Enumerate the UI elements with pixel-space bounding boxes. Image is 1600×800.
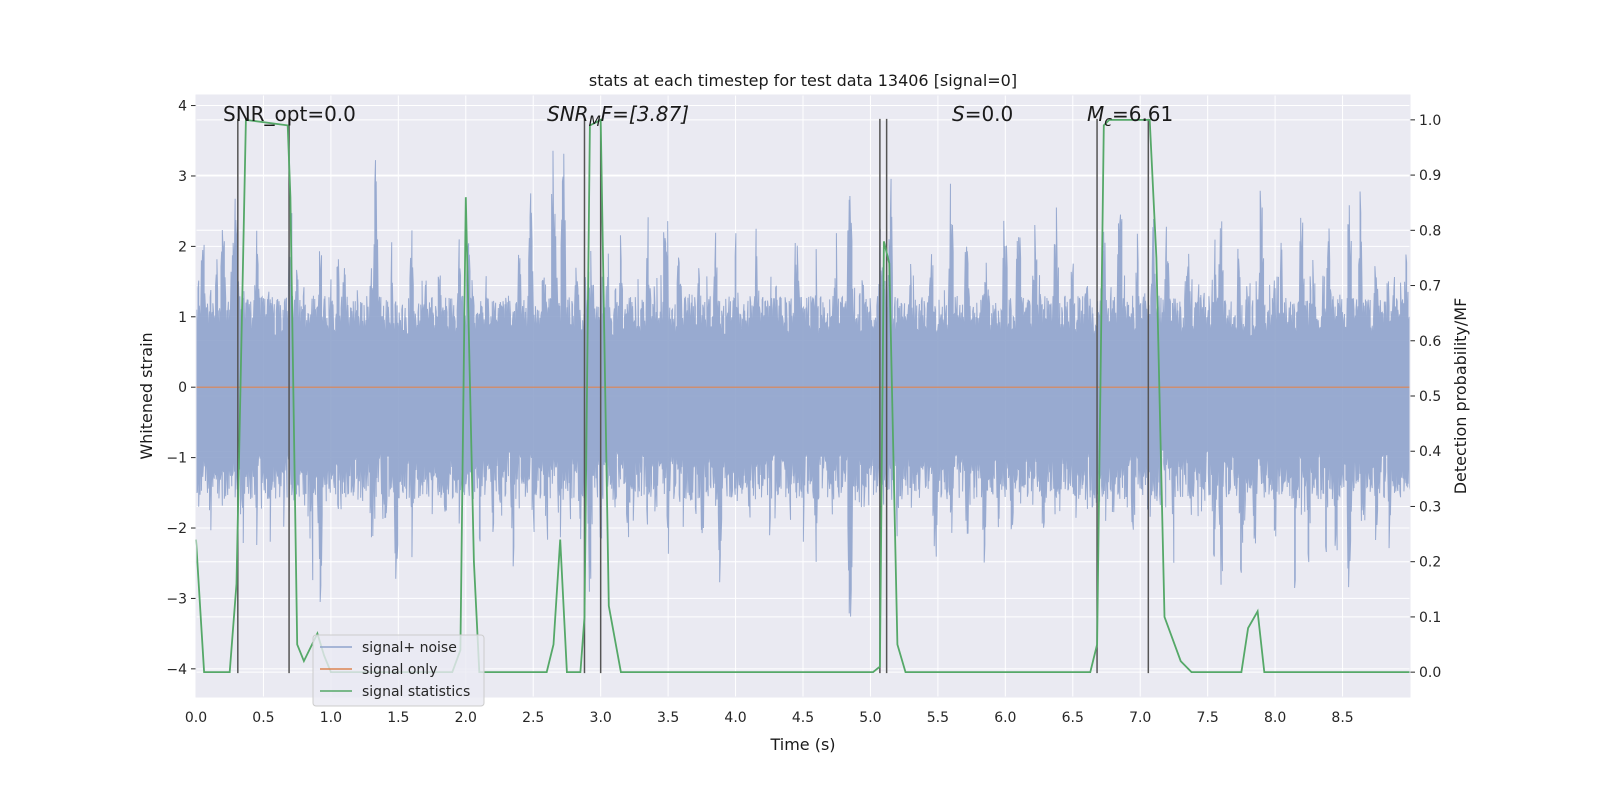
y2-axis-label: Detection probability/MF: [1451, 298, 1470, 495]
x-tick-label: 7.5: [1197, 710, 1219, 726]
y-tick-label: 3: [178, 169, 187, 185]
x-tick-label: 4.0: [724, 710, 746, 726]
annotation-mc-rest: =6.61: [1112, 102, 1173, 126]
y-tick-label: −2: [166, 521, 187, 537]
chart-title: stats at each timestep for test data 134…: [589, 71, 1017, 90]
x-tick-label: 0.0: [185, 710, 207, 726]
y-tick-label: −4: [166, 662, 187, 678]
axes: 0.0 0.5 1.0 1.5 2.0 2.5 3.0 3.5 4.0 4.5 5.0 5.5 6.0 6…: [166, 94, 1441, 726]
y2-tick-label: 0.9: [1419, 168, 1441, 184]
x-tick-label: 3.5: [657, 710, 679, 726]
y2-tick-label: 0.4: [1419, 444, 1441, 460]
annotation-mc-main: M: [1087, 102, 1104, 126]
series-signal-noise: [195, 150, 1411, 617]
x-tick-label: 8.0: [1264, 710, 1286, 726]
x-tick-label: 8.5: [1331, 710, 1353, 726]
y2-tick-label: 0.1: [1419, 610, 1441, 626]
y-tick-label: 1: [178, 310, 187, 326]
x-tick-label: 2.5: [522, 710, 544, 726]
annotation-s-rest: =0.0: [965, 102, 1014, 126]
x-tick-label: 2.0: [455, 710, 477, 726]
annotation-snr-mf-main: SNR: [547, 102, 589, 126]
annotation-snr-mf-sub: M: [589, 114, 601, 130]
annotation-snr-mf-rest: F=[3.87]: [601, 102, 689, 126]
annotation-snr-opt: SNR_opt=0.0: [223, 102, 356, 126]
y2-tick-label: 0.8: [1419, 223, 1441, 239]
annotation-snr-mf: SNRMF=[3.87]: [547, 102, 689, 130]
y-tick-label: −1: [166, 451, 187, 467]
y2-tick-label: 0.3: [1419, 499, 1441, 515]
y2-tick-label: 0.7: [1419, 279, 1441, 295]
legend-label-signal-noise: signal+ noise: [362, 640, 457, 656]
y2-tick-label: 0.0: [1419, 665, 1441, 681]
x-axis-label: Time (s): [769, 735, 835, 754]
x-tick-label: 6.5: [1062, 710, 1084, 726]
annotation-s: S=0.0: [952, 102, 1013, 126]
y2-tick-label: 0.5: [1419, 389, 1441, 405]
legend-label-signal-statistics: signal statistics: [362, 684, 470, 700]
y2-tick-label: 0.6: [1419, 334, 1441, 350]
annotation-mc-sub: c: [1104, 114, 1112, 130]
x-tick-label: 1.0: [320, 710, 342, 726]
series-signal-statistics: [195, 118, 1410, 673]
y-tick-label: 0: [178, 380, 187, 396]
y-tick-label: −3: [166, 591, 187, 607]
y2-tick-label: 1.0: [1419, 113, 1441, 129]
x-tick-label: 0.5: [252, 710, 274, 726]
y-tick-label: 2: [178, 239, 187, 255]
plot-frame: [195, 94, 1411, 698]
x-tick-label: 6.0: [994, 710, 1016, 726]
y-tick-label: 4: [178, 99, 187, 115]
annotation-mc: Mc=6.61: [1087, 102, 1173, 130]
x-tick-label: 1.5: [387, 710, 409, 726]
legend-box: [312, 634, 485, 707]
y-axis-label: Whitened strain: [137, 332, 156, 459]
y2-tick-label: 0.2: [1419, 555, 1441, 571]
x-tick-label: 5.0: [859, 710, 881, 726]
annotation-s-main: S: [952, 102, 965, 126]
x-tick-label: 4.5: [792, 710, 814, 726]
x-tick-label: 7.0: [1129, 710, 1151, 726]
x-tick-label: 3.0: [590, 710, 612, 726]
data-layer: [195, 118, 1411, 674]
legend-label-signal-only: signal only: [362, 662, 437, 678]
x-tick-label: 5.5: [927, 710, 949, 726]
legend: signal+ noise signal only signal statist…: [312, 634, 485, 707]
